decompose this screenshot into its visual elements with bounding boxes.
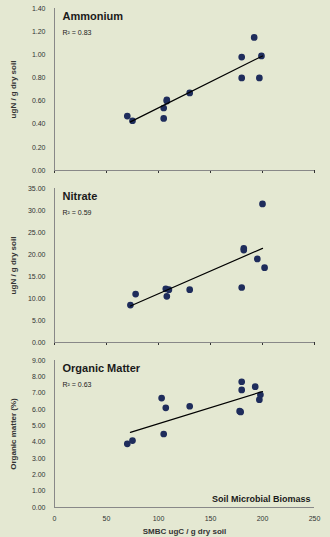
- svg-text:250: 250: [309, 515, 321, 522]
- svg-text:200: 200: [257, 515, 269, 522]
- svg-text:35.00: 35.00: [28, 185, 46, 192]
- svg-text:1.40: 1.40: [32, 5, 46, 12]
- svg-text:7.00: 7.00: [32, 389, 46, 396]
- svg-text:20.00: 20.00: [28, 251, 46, 258]
- svg-text:Soil Microbial Biomass: Soil Microbial Biomass: [212, 494, 311, 504]
- svg-text:R² = 0.63: R² = 0.63: [63, 381, 92, 388]
- svg-text:4.00: 4.00: [32, 438, 46, 445]
- svg-text:10.00: 10.00: [28, 295, 46, 302]
- svg-text:8.00: 8.00: [32, 373, 46, 380]
- svg-text:30.00: 30.00: [28, 207, 46, 214]
- svg-text:0.00: 0.00: [32, 167, 46, 174]
- svg-text:0.60: 0.60: [32, 97, 46, 104]
- svg-text:R² = 0.59: R² = 0.59: [63, 209, 92, 216]
- svg-text:9.00: 9.00: [32, 357, 46, 364]
- svg-text:1.20: 1.20: [32, 28, 46, 35]
- svg-text:ugN / g dry soil: ugN / g dry soil: [9, 61, 18, 119]
- svg-text:50: 50: [103, 515, 111, 522]
- svg-text:0.20: 0.20: [32, 144, 46, 151]
- svg-text:5.00: 5.00: [32, 422, 46, 429]
- svg-text:R² = 0.83: R² = 0.83: [63, 29, 92, 36]
- svg-text:6.00: 6.00: [32, 406, 46, 413]
- svg-text:Organic Matter: Organic Matter: [63, 362, 141, 374]
- svg-text:0.00: 0.00: [32, 504, 46, 511]
- svg-text:15.00: 15.00: [28, 273, 46, 280]
- svg-text:25.00: 25.00: [28, 229, 46, 236]
- svg-text:ugN / g dry soil: ugN / g dry soil: [9, 237, 18, 295]
- svg-text:100: 100: [153, 515, 165, 522]
- svg-text:SMBC ugC / g dry soil: SMBC ugC / g dry soil: [143, 527, 227, 536]
- svg-text:1.00: 1.00: [32, 51, 46, 58]
- svg-text:1.00: 1.00: [32, 487, 46, 494]
- svg-text:0.00: 0.00: [32, 339, 46, 346]
- svg-text:0.40: 0.40: [32, 120, 46, 127]
- svg-text:2.00: 2.00: [32, 471, 46, 478]
- svg-text:0: 0: [53, 515, 57, 522]
- svg-text:150: 150: [205, 515, 217, 522]
- svg-text:5.00: 5.00: [32, 317, 46, 324]
- svg-text:Ammonium: Ammonium: [63, 10, 124, 22]
- svg-text:3.00: 3.00: [32, 455, 46, 462]
- svg-text:Organic matter (%): Organic matter (%): [9, 398, 18, 470]
- svg-text:0.80: 0.80: [32, 74, 46, 81]
- svg-text:Nitrate: Nitrate: [63, 190, 98, 202]
